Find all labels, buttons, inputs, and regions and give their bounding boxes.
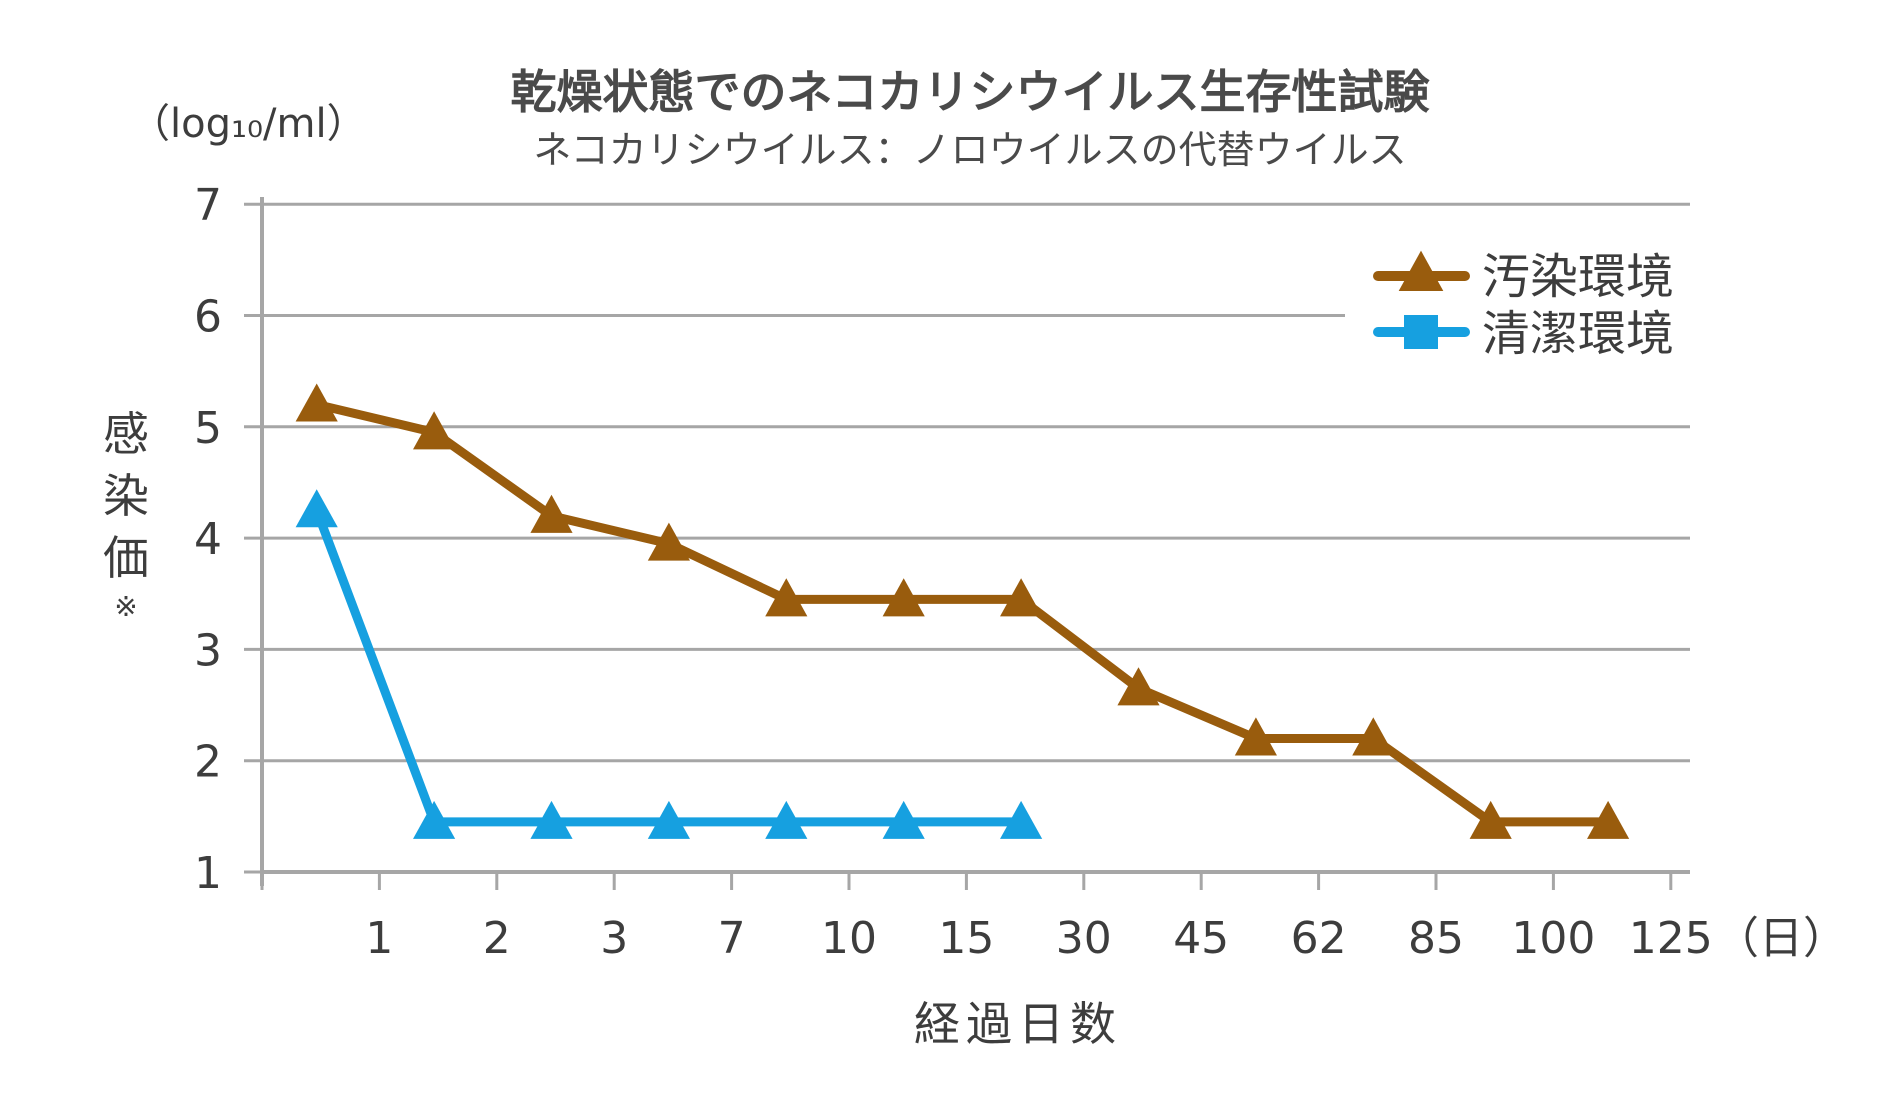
x-tick-label: 1 (365, 913, 393, 964)
x-tick-label: 45 (1173, 913, 1229, 964)
chart-title: 乾燥状態でのネコカリシウイルス生存性試験 (510, 65, 1430, 119)
legend-marker-contaminated (1398, 250, 1444, 291)
y-tick-label: 5 (194, 403, 222, 454)
data-point (1587, 800, 1630, 839)
axes (244, 197, 1690, 890)
series-clean (295, 489, 1043, 839)
data-point (765, 578, 808, 617)
y-tick-label: 7 (194, 180, 222, 231)
x-tick-label: 7 (718, 913, 746, 964)
data-point (530, 800, 573, 839)
data-point (647, 800, 690, 839)
series-layer (295, 383, 1630, 839)
y-axis-unit: （log₁₀/ml） (130, 101, 367, 147)
data-point (1234, 717, 1277, 756)
x-tick-label: 2 (483, 913, 511, 964)
y-axis-title-char: 価 (103, 531, 149, 585)
legend-label-contaminated: 汚染環境 (1482, 249, 1674, 305)
data-point (413, 800, 456, 839)
y-tick-label: 2 (194, 737, 222, 788)
y-tick-label: 1 (194, 848, 222, 899)
x-tick-label: 10 (821, 913, 877, 964)
series-contaminated (295, 383, 1630, 839)
x-tick-label: 85 (1408, 913, 1464, 964)
x-tick-label: 100 (1511, 913, 1595, 964)
data-point (1352, 717, 1395, 756)
y-axis-title-char: 感 (103, 407, 149, 461)
x-tick-labels: 1 2 3 7 10 15 30 45 62 85 100 125 (365, 913, 1712, 964)
data-point (1469, 800, 1512, 839)
data-point (530, 494, 573, 533)
data-point (1117, 667, 1160, 706)
y-axis-title: 感 染 価 ※ (103, 407, 149, 623)
data-point (1000, 800, 1043, 839)
data-point (647, 522, 690, 561)
data-point (765, 800, 808, 839)
x-tick-label: 15 (938, 913, 994, 964)
data-point (882, 800, 925, 839)
data-point (882, 578, 925, 617)
y-tick-labels: 1 2 3 4 5 6 7 (194, 180, 222, 899)
legend: 汚染環境 清潔環境 (1345, 238, 1705, 368)
y-axis-title-note: ※ (114, 590, 137, 623)
x-axis-unit: （日） (1715, 913, 1847, 964)
y-tick-label: 4 (194, 514, 222, 565)
chart-subtitle: ネコカリシウイルス：ノロウイルスの代替ウイルス (533, 128, 1406, 172)
x-tick-label: 62 (1291, 913, 1347, 964)
x-tick-label: 30 (1056, 913, 1112, 964)
legend-label-clean: 清潔環境 (1482, 306, 1674, 362)
grid (262, 202, 1690, 763)
x-tick-label: 3 (600, 913, 628, 964)
data-point (295, 383, 338, 422)
data-point (295, 489, 338, 528)
y-tick-label: 3 (194, 625, 222, 676)
data-point (1000, 578, 1043, 617)
data-point (413, 411, 456, 450)
series-line (315, 400, 1609, 827)
x-tick-label: 125 (1629, 913, 1713, 964)
legend-marker-clean (1404, 315, 1438, 349)
y-tick-label: 6 (194, 292, 222, 343)
y-axis-title-char: 染 (103, 469, 149, 523)
x-axis-title: 経過日数 (914, 997, 1122, 1051)
